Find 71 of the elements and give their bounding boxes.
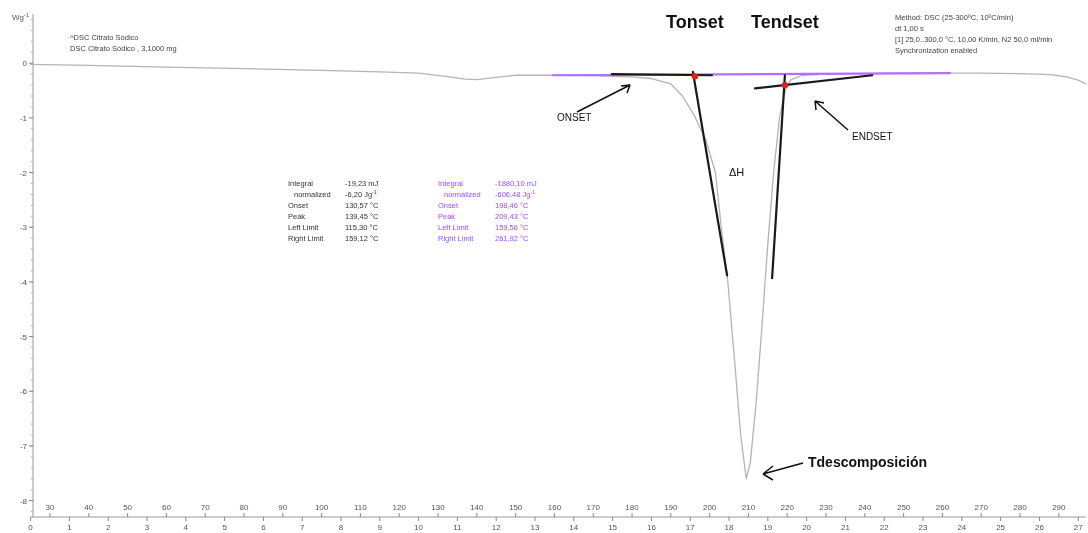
annotation: Tendset — [751, 12, 819, 33]
x-tick-label: 230 — [819, 503, 834, 512]
x2-tick-label: 22 — [879, 523, 890, 532]
x2-tick-label: 24 — [957, 523, 967, 532]
y-tick-label: -1 — [19, 113, 28, 123]
x-tick-label: 210 — [741, 503, 756, 512]
x-tick-label: 290 — [1052, 503, 1067, 512]
annotation: ENDSET — [852, 131, 893, 142]
y-tick-label: -5 — [19, 332, 28, 342]
x2-tick-label: 25 — [996, 523, 1006, 532]
x2-tick-label: 6 — [261, 523, 267, 532]
x2-tick-label: 9 — [377, 523, 383, 532]
x2-tick-label: 18 — [724, 523, 735, 532]
x2-tick-label: 16 — [646, 523, 657, 532]
y-tick-label: -2 — [19, 168, 28, 178]
x-tick-label: 170 — [586, 503, 601, 512]
x2-tick-label: 21 — [840, 523, 851, 532]
annotation: ONSET — [557, 112, 592, 123]
y-tick-label: -8 — [19, 496, 28, 506]
y-tick-label: -6 — [19, 387, 28, 397]
x-tick-label: 260 — [935, 503, 950, 512]
x-tick-label: 140 — [470, 503, 485, 512]
x2-tick-label: 4 — [183, 523, 189, 532]
x2-tick-label: 10 — [414, 523, 424, 532]
y-tick-label: 0 — [22, 59, 28, 69]
x-tick-label: 220 — [780, 503, 795, 512]
x2-tick-label: 12 — [491, 523, 502, 532]
x-tick-label: 180 — [625, 503, 640, 512]
x-tick-label: 80 — [239, 503, 249, 512]
x-tick-label: 30 — [45, 503, 55, 512]
x2-tick-label: 17 — [685, 523, 696, 532]
x2-tick-label: 27 — [1073, 523, 1084, 532]
x-tick-label: 160 — [547, 503, 562, 512]
y-tick-label: -4 — [19, 277, 28, 287]
y-axis-title: Wg$^{-1}$ — [12, 12, 29, 22]
x2-tick-label: 19 — [763, 523, 773, 532]
x-tick-label: 90 — [278, 503, 288, 512]
x-tick-label: 110 — [354, 503, 368, 512]
x2-tick-label: 5 — [222, 523, 228, 532]
annotation: ΔH — [729, 166, 745, 178]
x2-tick-label: 0 — [28, 523, 34, 532]
annotation: Tonset — [666, 12, 724, 33]
x-tick-label: 240 — [858, 503, 873, 512]
x-tick-label: 40 — [84, 503, 94, 512]
x2-tick-label: 26 — [1034, 523, 1045, 532]
x2-tick-label: 1 — [67, 523, 73, 532]
x2-tick-label: 7 — [299, 523, 305, 532]
x-tick-label: 100 — [314, 503, 329, 512]
x2-tick-label: 15 — [608, 523, 618, 532]
x2-tick-label: 20 — [802, 523, 812, 532]
x-tick-label: 60 — [161, 503, 172, 512]
x-tick-label: 130 — [431, 503, 446, 512]
x2-tick-label: 2 — [105, 523, 111, 532]
x-tick-label: 70 — [200, 503, 211, 512]
x2-tick-label: 14 — [569, 523, 579, 532]
y-tick-label: -3 — [19, 223, 28, 233]
x2-tick-label: 11 — [453, 523, 463, 532]
x-tick-label: 200 — [702, 503, 717, 512]
x2-tick-label: 3 — [144, 523, 150, 532]
x-tick-label: 270 — [974, 503, 989, 512]
x2-tick-label: 23 — [918, 523, 929, 532]
x-tick-label: 50 — [123, 503, 133, 512]
x-tick-label: 250 — [896, 503, 911, 512]
x-tick-label: 120 — [392, 503, 407, 512]
x2-tick-label: 8 — [338, 523, 344, 532]
y-tick-label: -7 — [19, 441, 28, 451]
x-tick-label: 280 — [1013, 503, 1028, 512]
annotation: Tdescomposición — [808, 454, 928, 470]
x2-tick-label: 13 — [530, 523, 541, 532]
x-tick-label: 190 — [664, 503, 679, 512]
x-tick-label: 150 — [508, 503, 523, 512]
